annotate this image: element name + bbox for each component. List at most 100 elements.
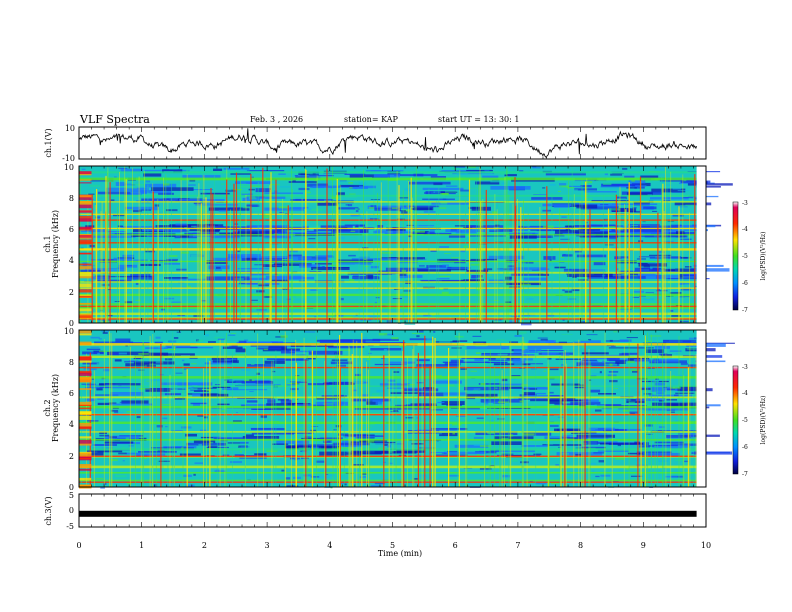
sferic-streak	[240, 176, 241, 323]
spectral-speckle	[608, 226, 616, 228]
ch1-spectrogram-xticks	[78, 166, 707, 323]
edge-strip	[79, 457, 92, 460]
spectral-patch	[227, 442, 249, 444]
spectral-patch	[81, 383, 96, 385]
spectral-patch	[489, 228, 513, 232]
ch1-ytick-0: 0	[69, 319, 74, 328]
spectral-speckle	[441, 291, 449, 294]
spectral-patch	[575, 446, 606, 449]
spectral-patch	[523, 432, 552, 436]
spectral-patch	[611, 208, 637, 212]
spectral-patch	[521, 261, 534, 264]
spectral-speckle	[188, 477, 191, 479]
spectral-speckle	[263, 348, 269, 351]
spectral-patch	[200, 393, 229, 397]
sferic-streak	[438, 186, 440, 323]
spectral-speckle	[615, 270, 621, 272]
spectral-speckle	[126, 411, 133, 413]
spectral-speckle	[285, 477, 291, 480]
spectral-speckle	[537, 351, 542, 353]
spectral-speckle	[118, 167, 128, 169]
spectral-patch	[145, 388, 186, 390]
spectral-speckle	[133, 184, 144, 186]
edge-strip	[79, 439, 92, 444]
spectral-speckle	[622, 409, 630, 412]
spectral-speckle	[470, 263, 480, 266]
sferic-streak	[459, 170, 461, 323]
spectral-speckle	[680, 256, 689, 259]
spectral-patch	[182, 175, 221, 179]
spectral-patch	[499, 383, 523, 388]
spectral-speckle	[525, 217, 529, 220]
sferic-streak	[407, 356, 408, 487]
spectral-speckle	[339, 331, 347, 333]
sferic-streak	[662, 183, 664, 323]
spectral-speckle	[276, 274, 279, 276]
ch3-waveform-frame	[78, 493, 707, 528]
spectral-speckle	[312, 380, 319, 382]
sferic-streak	[501, 370, 503, 487]
spectral-speckle	[117, 368, 125, 370]
sferic-streak	[661, 184, 663, 323]
sferic-streak	[434, 338, 436, 487]
spectral-patch	[279, 344, 298, 348]
spectral-speckle	[444, 253, 451, 254]
time-tick-label: 4	[327, 541, 332, 550]
spectral-patch	[164, 263, 181, 265]
spectral-speckle	[122, 460, 125, 462]
spectral-patch	[104, 441, 134, 444]
spectral-patch	[581, 352, 609, 355]
spectral-speckle	[355, 210, 359, 213]
spectral-patch	[247, 364, 276, 368]
spectral-speckle	[501, 182, 505, 185]
spectral-speckle	[610, 173, 623, 176]
sferic-streak	[670, 371, 672, 487]
sferic-streak	[165, 174, 167, 323]
sferic-streak	[312, 365, 314, 487]
ch2-cb-tick-m7: -7	[742, 471, 748, 478]
spectral-speckle	[561, 216, 567, 218]
spectral-speckle	[235, 354, 247, 356]
spectral-speckle	[447, 450, 458, 453]
spectral-speckle	[581, 346, 586, 348]
spectral-speckle	[585, 480, 588, 483]
spectral-speckle	[216, 295, 226, 298]
spectral-speckle	[224, 358, 237, 361]
spectral-patch	[97, 402, 112, 405]
spectral-speckle	[155, 361, 163, 364]
edge-strip	[79, 239, 92, 243]
spectral-speckle	[97, 358, 106, 361]
spectral-speckle	[240, 170, 250, 173]
ch2-ytick-8: 8	[69, 358, 74, 367]
spectral-patch	[242, 436, 280, 439]
spectral-speckle	[147, 239, 156, 241]
spectral-patch	[193, 403, 200, 406]
spectral-patch	[430, 452, 446, 454]
spectral-patch	[269, 234, 285, 238]
spectral-speckle	[353, 382, 364, 384]
spectral-speckle	[335, 425, 342, 428]
spectral-speckle	[505, 301, 512, 303]
spectral-patch	[264, 192, 304, 194]
spectral-speckle	[384, 348, 388, 351]
spectral-patch	[649, 360, 687, 364]
ch1-colorbar: -3 -4 -5 -6 -7 log(PSD)(V²/Hz)	[732, 200, 767, 314]
spectral-patch	[590, 389, 601, 393]
spectral-patch	[316, 397, 340, 400]
spectral-speckle	[280, 186, 291, 188]
sferic-streak	[414, 190, 416, 323]
spectral-speckle	[171, 430, 183, 432]
sferic-streak	[693, 344, 695, 487]
spectral-speckle	[671, 383, 676, 386]
spectral-speckle	[97, 397, 105, 400]
spectral-speckle	[275, 315, 280, 316]
ch1-spectrogram-image	[79, 166, 733, 326]
spectral-speckle	[345, 204, 349, 206]
spectral-speckle	[306, 230, 318, 233]
spectral-speckle	[162, 417, 168, 420]
spectral-speckle	[529, 480, 533, 483]
ch3-ytick-bottom: -5	[66, 522, 74, 531]
spectral-patch	[403, 205, 440, 208]
spectral-speckle	[380, 203, 386, 206]
spectral-speckle	[181, 426, 192, 429]
